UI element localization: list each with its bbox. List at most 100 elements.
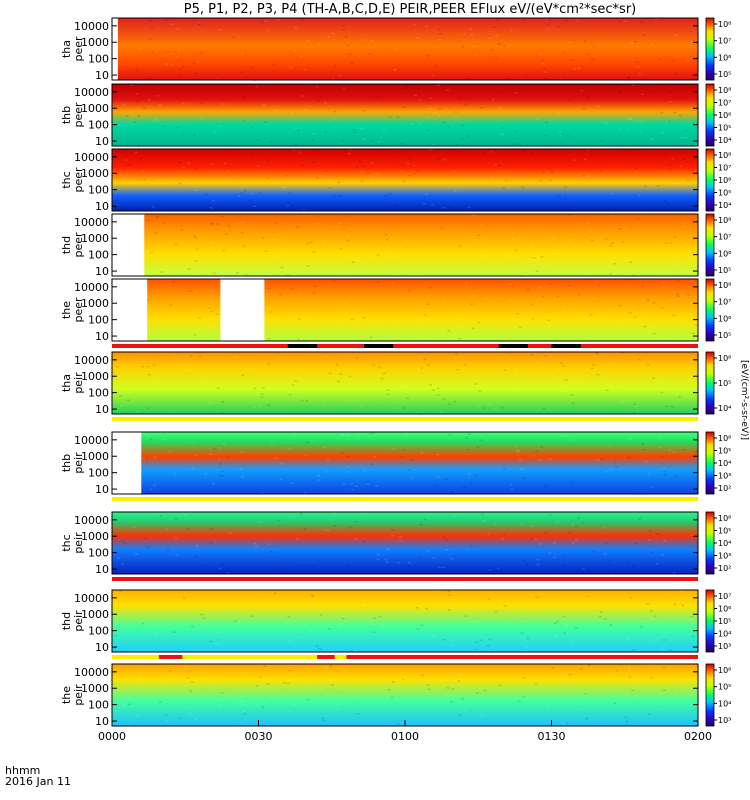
texture-speck xyxy=(418,99,422,101)
texture-speck xyxy=(653,326,657,328)
texture-speck xyxy=(376,554,380,556)
texture-speck xyxy=(618,128,622,131)
texture-speck xyxy=(187,707,191,710)
texture-speck xyxy=(597,284,601,287)
texture-speck xyxy=(316,100,320,102)
texture-speck xyxy=(401,678,405,681)
texture-speck xyxy=(133,597,137,600)
texture-speck xyxy=(311,139,315,141)
panel-label: thepeir xyxy=(60,684,85,706)
texture-speck xyxy=(266,159,270,161)
texture-speck xyxy=(632,412,636,414)
texture-speck xyxy=(114,634,118,637)
texture-speck xyxy=(207,684,211,686)
texture-speck xyxy=(137,145,141,148)
texture-speck xyxy=(393,69,397,71)
y-tick-label: 1000 xyxy=(81,102,109,115)
texture-speck xyxy=(628,312,632,314)
texture-speck xyxy=(385,238,389,241)
texture-speck xyxy=(311,595,315,597)
texture-speck xyxy=(540,366,544,368)
texture-speck xyxy=(489,177,493,179)
texture-speck xyxy=(324,101,327,104)
texture-speck xyxy=(212,482,215,485)
texture-speck xyxy=(643,325,647,328)
texture-speck xyxy=(581,521,585,524)
texture-speck xyxy=(225,695,229,697)
texture-speck xyxy=(558,78,562,81)
texture-speck xyxy=(539,53,543,56)
texture-speck xyxy=(371,178,375,181)
texture-speck xyxy=(280,248,284,250)
texture-speck xyxy=(286,274,290,276)
texture-speck xyxy=(419,122,423,125)
texture-speck xyxy=(665,405,669,408)
texture-speck xyxy=(548,458,552,460)
texture-speck xyxy=(627,670,631,673)
texture-speck xyxy=(267,543,271,545)
texture-speck xyxy=(127,703,131,706)
texture-speck xyxy=(596,105,600,108)
texture-speck xyxy=(381,322,385,324)
texture-speck xyxy=(636,218,640,220)
texture-speck xyxy=(238,692,242,694)
texture-speck xyxy=(142,107,146,109)
texture-speck xyxy=(216,77,220,80)
texture-speck xyxy=(289,640,292,642)
texture-speck xyxy=(443,639,447,641)
texture-speck xyxy=(122,679,126,681)
texture-speck xyxy=(373,359,377,362)
texture-speck xyxy=(497,164,501,167)
texture-speck xyxy=(662,468,666,470)
texture-speck xyxy=(681,291,685,293)
texture-speck xyxy=(442,566,445,569)
y-tick-label: 10 xyxy=(95,135,109,148)
texture-speck xyxy=(237,195,241,198)
texture-speck xyxy=(420,367,424,369)
texture-speck xyxy=(293,50,297,52)
texture-speck xyxy=(502,187,506,189)
texture-speck xyxy=(142,561,146,563)
texture-speck xyxy=(199,117,203,120)
texture-speck xyxy=(677,263,681,266)
texture-speck xyxy=(673,73,677,75)
texture-speck xyxy=(563,632,567,634)
texture-speck xyxy=(181,102,185,105)
texture-speck xyxy=(577,517,580,519)
texture-speck xyxy=(510,488,514,490)
texture-speck xyxy=(332,280,336,283)
colorbar-tick-label: 10⁵ xyxy=(718,266,731,275)
time-axis-date: 2016 Jan 11 xyxy=(5,775,71,788)
colorbar-tick-label: 10⁶ xyxy=(718,249,731,258)
texture-speck xyxy=(422,203,426,205)
texture-speck xyxy=(547,319,551,321)
texture-speck xyxy=(496,567,500,570)
texture-speck xyxy=(391,681,395,683)
texture-speck xyxy=(132,526,136,528)
texture-speck xyxy=(585,692,589,695)
texture-speck xyxy=(563,197,567,199)
texture-speck xyxy=(333,64,337,67)
texture-speck xyxy=(294,127,298,130)
texture-speck xyxy=(631,689,635,692)
texture-speck xyxy=(681,604,685,607)
texture-speck xyxy=(391,529,395,531)
texture-speck xyxy=(438,566,442,569)
texture-speck xyxy=(210,241,213,243)
texture-speck xyxy=(675,293,679,296)
texture-speck xyxy=(353,521,357,523)
y-tick-label: 1000 xyxy=(81,36,109,49)
texture-speck xyxy=(436,453,439,456)
texture-speck xyxy=(622,400,626,402)
texture-speck xyxy=(117,63,121,65)
texture-speck xyxy=(543,264,547,267)
colorbar xyxy=(705,213,715,277)
texture-speck xyxy=(682,225,686,227)
texture-speck xyxy=(154,383,158,385)
texture-speck xyxy=(471,295,475,297)
texture-speck xyxy=(589,314,593,316)
texture-speck xyxy=(239,468,243,470)
texture-speck xyxy=(396,723,400,725)
texture-speck xyxy=(478,704,482,706)
texture-speck xyxy=(567,532,571,534)
